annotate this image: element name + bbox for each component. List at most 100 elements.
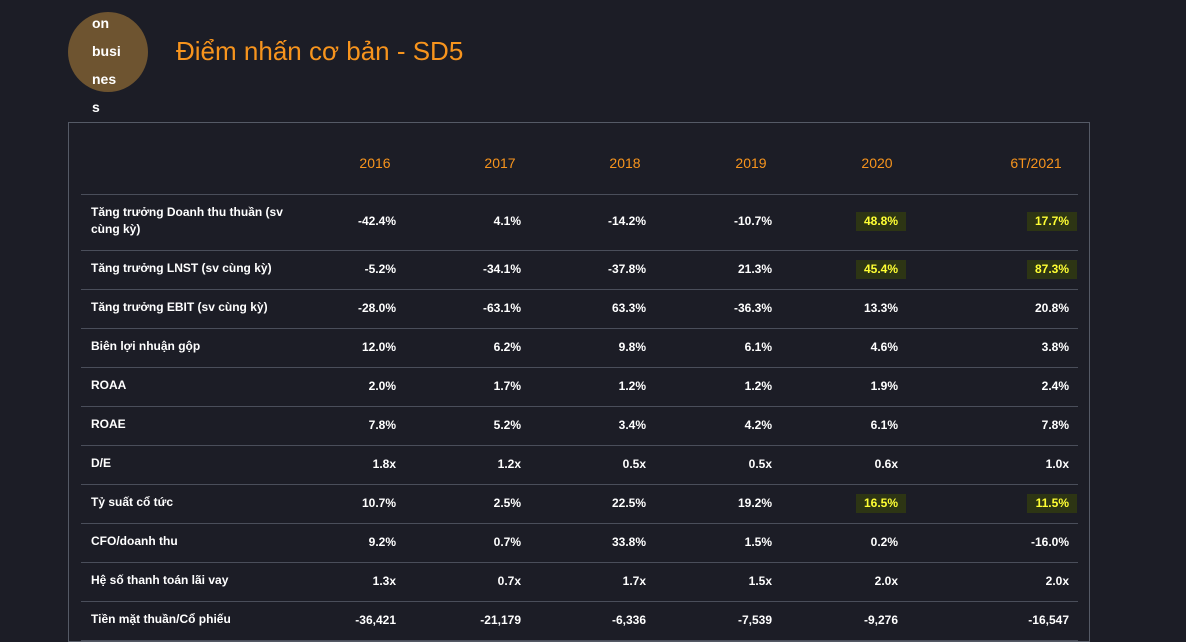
cell-value: 33.8% (611, 534, 646, 549)
row-label: Tăng trưởng Doanh thu thuần (sv cùng kỳ) (91, 205, 283, 236)
cell-value: 0.2% (870, 534, 898, 549)
cell-value: 4.2% (744, 417, 772, 432)
logo-alt-line: s (92, 99, 100, 115)
row-separator (81, 367, 1078, 368)
column-header: 2016 (359, 155, 391, 171)
highlight (1027, 259, 1077, 279)
row-separator (81, 289, 1078, 290)
row-separator (81, 640, 1078, 641)
cell-value: 2.4% (1041, 378, 1069, 393)
cell-value: 1.5% (744, 534, 772, 549)
cell-value: 3.8% (1041, 339, 1069, 354)
cell-value: 2.0x (874, 573, 898, 588)
cell-value: 1.2% (618, 378, 646, 393)
cell-value: 0.6x (874, 456, 898, 471)
row-label: Tăng trưởng LNST (sv cùng kỳ) (91, 260, 272, 275)
highlight (1027, 493, 1077, 513)
column-header: 2018 (609, 155, 641, 171)
cell-value: 1.9% (870, 378, 898, 393)
cell-value: -36.3% (733, 300, 772, 315)
cell-value: 9.8% (618, 339, 646, 354)
cell-value: 10.7% (361, 495, 396, 510)
cell-value: -28.0% (357, 300, 396, 315)
row-separator (81, 406, 1078, 407)
cell-value: 7.8% (1041, 417, 1069, 432)
cell-value: 19.2% (737, 495, 772, 510)
column-header: 2019 (735, 155, 767, 171)
cell-value: 0.5x (622, 456, 646, 471)
cell-value: -14.2% (607, 214, 646, 228)
highlight (856, 259, 906, 279)
cell-value: 63.3% (611, 300, 646, 315)
row-label: Tăng trưởng EBIT (sv cùng kỳ) (91, 299, 268, 314)
cell-value: 87.3% (1034, 261, 1069, 276)
cell-value: 45.4% (863, 261, 898, 276)
cell-value: -21,179 (480, 612, 521, 627)
cell-value: 22.5% (611, 495, 646, 510)
row-label: Biên lợi nhuận gộp (91, 338, 201, 353)
cell-value: -10.7% (733, 214, 772, 228)
cell-value: 2.0% (368, 378, 396, 393)
cell-value: 6.1% (744, 339, 772, 354)
cell-value: -7,539 (737, 612, 772, 627)
cell-value: 48.8% (863, 214, 898, 228)
cell-value: -36,421 (355, 612, 396, 627)
cell-value: 1.7x (622, 573, 646, 588)
cell-value: 12.0% (361, 339, 396, 354)
row-separator (81, 194, 1078, 195)
cell-value: -37.8% (607, 261, 646, 276)
cell-value: 17.7% (1034, 214, 1069, 228)
cell-value: 21.3% (737, 261, 772, 276)
row-separator (81, 484, 1078, 485)
cell-value: -63.1% (482, 300, 521, 315)
cell-value: 1.7% (493, 378, 521, 393)
cell-value: 20.8% (1034, 300, 1069, 315)
row-label: Tiền mặt thuần/Cổ phiếu (91, 611, 231, 626)
cell-value: 5.2% (493, 417, 521, 432)
highlight (1027, 212, 1077, 231)
cell-value: 2.5% (493, 495, 521, 510)
row-label: D/E (91, 455, 112, 470)
cell-value: 2.0x (1045, 573, 1069, 588)
row-label: Hệ số thanh toán lãi vay (91, 572, 229, 587)
row-separator (81, 562, 1078, 563)
logo-alt-text: on busi nes s (92, 9, 121, 121)
cell-value: 9.2% (368, 534, 396, 549)
cell-value: 6.1% (870, 417, 898, 432)
highlight (856, 212, 906, 231)
cell-value: 13.3% (863, 300, 898, 315)
cell-value: 3.4% (618, 417, 646, 432)
cell-value: -34.1% (482, 261, 521, 276)
cell-value: 16.5% (863, 495, 898, 510)
row-separator (81, 328, 1078, 329)
cell-value: 1.3x (372, 573, 396, 588)
cell-value: -5.2% (364, 261, 396, 276)
cell-value: 1.0x (1045, 456, 1069, 471)
cell-value: -16,547 (1028, 612, 1069, 627)
cell-value: 7.8% (368, 417, 396, 432)
cell-value: 1.8x (372, 456, 396, 471)
row-label: CFO/doanh thu (91, 533, 178, 548)
cell-value: -9,276 (863, 612, 898, 627)
logo-alt-line: nes (92, 71, 117, 87)
cell-value: -6,336 (611, 612, 646, 627)
row-separator (81, 445, 1078, 446)
cell-value: 0.7x (497, 573, 521, 588)
cell-value: 0.7% (493, 534, 521, 549)
title: Điểm nhấn cơ bản - SD5 (176, 36, 464, 66)
row-separator (81, 601, 1078, 602)
row-separator (81, 250, 1078, 251)
row-label: Tỷ suất cổ tức (91, 494, 174, 509)
row-separator (81, 523, 1078, 524)
logo-alt-line: busi (92, 43, 121, 59)
cell-value: 1.2% (744, 378, 772, 393)
cell-value: 4.6% (870, 339, 898, 354)
cell-value: 1.2x (497, 456, 521, 471)
row-label: ROAA (91, 377, 127, 392)
highlight (856, 493, 906, 513)
logo-circle (68, 12, 148, 92)
column-header: 2017 (484, 155, 516, 171)
cell-value: 6.2% (493, 339, 521, 354)
cell-value: -16.0% (1030, 534, 1069, 549)
